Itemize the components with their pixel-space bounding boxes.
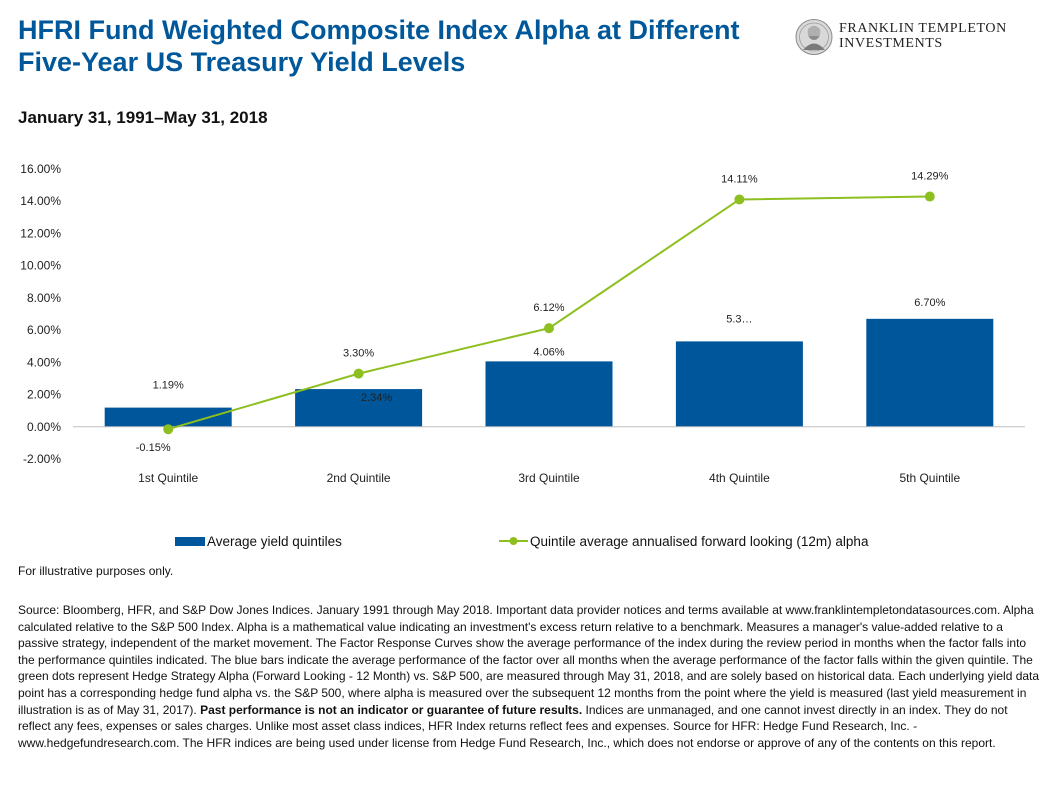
y-tick-label: 8.00%: [27, 291, 61, 305]
chart-subtitle: January 31, 1991–May 31, 2018: [18, 108, 268, 127]
y-tick-label: -2.00%: [23, 452, 61, 466]
source-notes: Source: Bloomberg, HFR, and S&P Dow Jone…: [18, 602, 1040, 751]
line-data-label: -0.15%: [136, 442, 171, 454]
line-data-label: 3.30%: [343, 348, 374, 360]
bar: [485, 361, 613, 427]
bar: [675, 341, 803, 427]
bar: [104, 407, 232, 427]
bar-data-label: 6.70%: [914, 297, 945, 309]
legend: Average yield quintiles Quintile average …: [175, 534, 869, 549]
y-tick-label: 2.00%: [27, 388, 61, 402]
legend-swatch-point: [509, 537, 518, 545]
y-tick-label: 10.00%: [20, 259, 61, 273]
x-tick-label: 5th Quintile: [899, 471, 960, 485]
line-data-label: 14.29%: [911, 171, 949, 183]
bar: [295, 389, 423, 427]
y-tick-label: 14.00%: [20, 194, 61, 208]
y-tick-label: 4.00%: [27, 355, 61, 369]
x-tick-label: 1st Quintile: [138, 471, 198, 485]
x-tick-label: 4th Quintile: [709, 471, 770, 485]
chart-area: -2.00% 0.00% 2.00% 4.00% 6.00% 8.00% 10.00% 12.…: [20, 162, 1025, 549]
illustrative-note: For illustrative purposes only.: [18, 564, 174, 578]
chart-title: HFRI Fund Weighted Composite Index Alpha…: [18, 15, 740, 77]
line-data-label: 14.11%: [721, 173, 758, 185]
y-tick-label: 16.00%: [20, 162, 61, 176]
legend-swatch-bar: [175, 537, 205, 546]
y-tick-label: 12.00%: [20, 226, 61, 240]
bar-series: 1.19% 2.34% 4.06% 5.3… 6.70%: [104, 297, 994, 427]
legend-label-line: Quintile average annualised forward look…: [530, 534, 869, 549]
line-series: -0.15% 3.30% 6.12% 14.11% 14.29%: [136, 171, 949, 455]
y-tick-label: 0.00%: [27, 420, 61, 434]
x-tick-label: 3rd Quintile: [518, 471, 580, 485]
x-tick-label: 2nd Quintile: [327, 471, 391, 485]
source-text-2: Indices are unmanaged, and one cannot in…: [18, 702, 1008, 750]
legend-label-bar: Average yield quintiles: [207, 534, 342, 549]
line-point: [163, 424, 174, 435]
y-axis: -2.00% 0.00% 2.00% 4.00% 6.00% 8.00% 10.00% 12.…: [20, 162, 61, 466]
bar-data-label: 2.34%: [361, 392, 392, 404]
line-data-label: 6.12%: [533, 302, 564, 314]
bar-data-label: 4.06%: [533, 346, 564, 358]
logo-line-2: INVESTMENTS: [839, 36, 943, 51]
logo-line-1: FRANKLIN TEMPLETON: [839, 21, 1007, 36]
franklin-templeton-logo: FRANKLIN TEMPLETON INVESTMENTS: [794, 18, 1039, 58]
source-text-1: Source: Bloomberg, HFR, and S&P Dow Jone…: [18, 603, 1040, 717]
x-axis: 1st Quintile 2nd Quintile 3rd Quintile 4th …: [138, 471, 960, 485]
bar: [866, 318, 994, 427]
line-point: [924, 191, 935, 202]
portrait-seal-icon: [795, 19, 833, 55]
bar-data-label: 1.19%: [153, 380, 184, 392]
y-tick-label: 6.00%: [27, 323, 61, 337]
bar-data-label: 5.3…: [726, 313, 752, 325]
line-point: [734, 194, 745, 205]
source-disclaimer-bold: Past performance is not an indicator or …: [200, 702, 583, 717]
line-point: [544, 323, 554, 334]
line-point: [353, 368, 364, 379]
